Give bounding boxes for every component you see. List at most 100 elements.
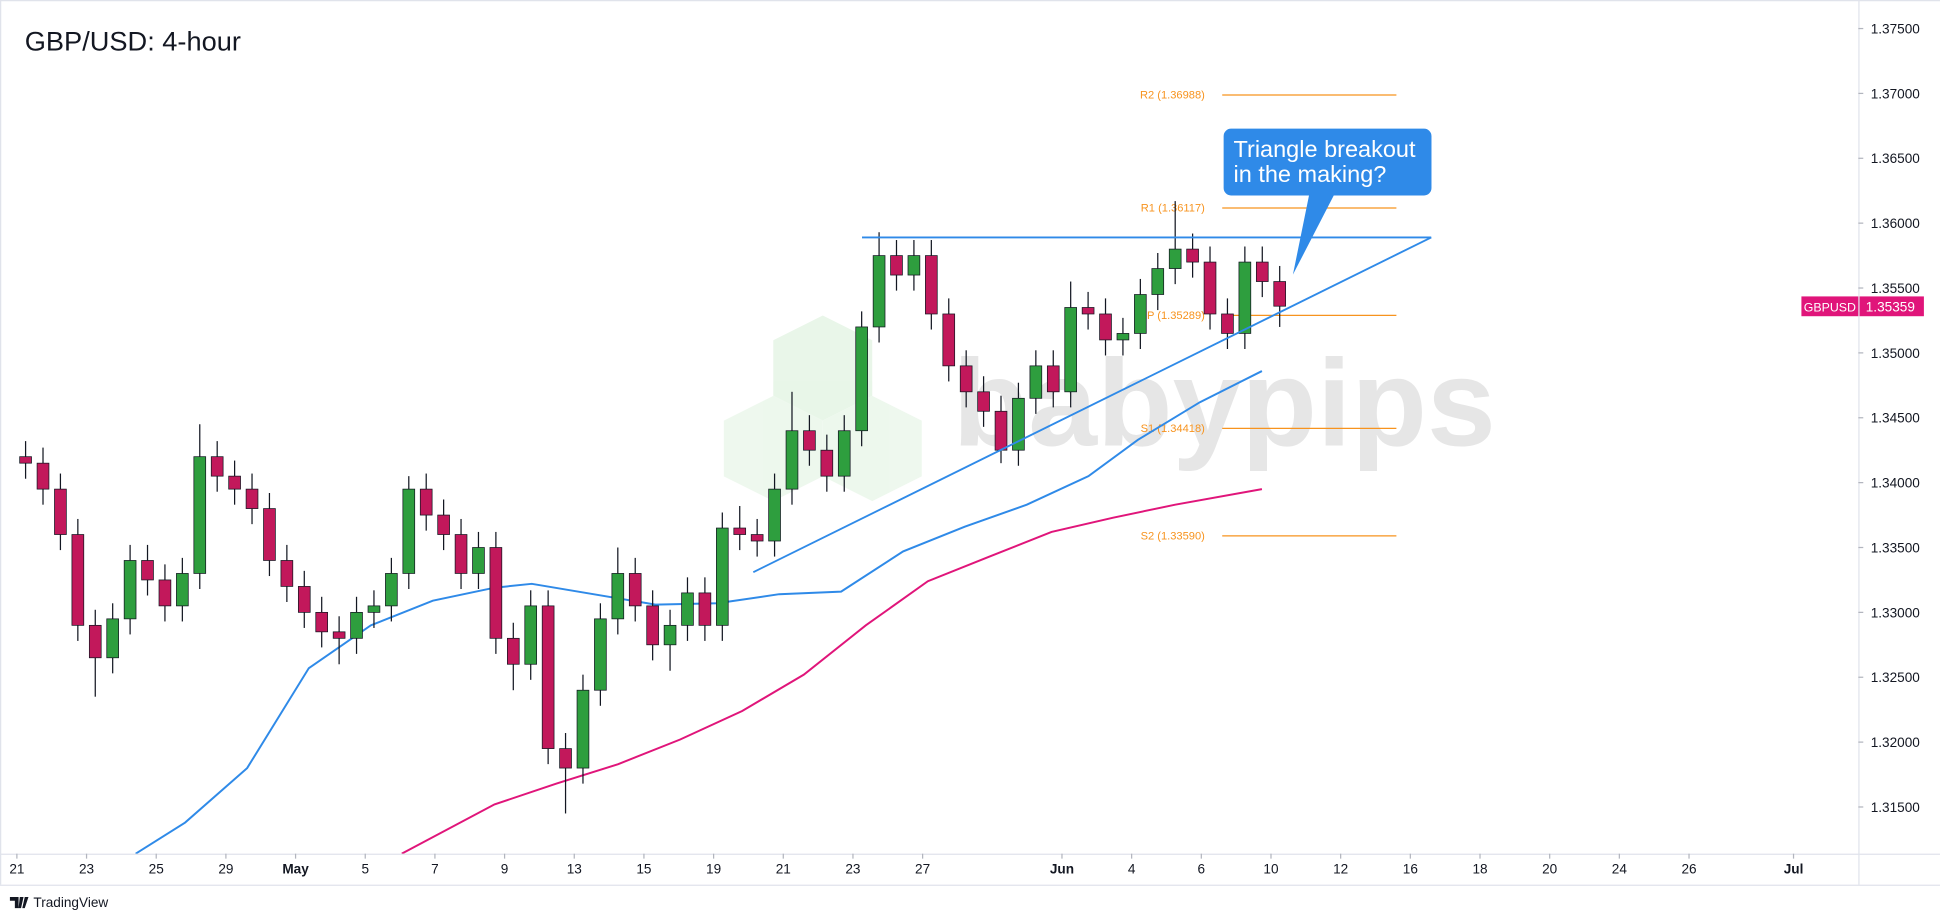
candle-body (1116, 333, 1130, 341)
candle-body (820, 449, 834, 477)
watermark-text: babypips (953, 334, 1496, 472)
y-tick-label: 1.37000 (1871, 86, 1921, 101)
candle-body (489, 547, 503, 639)
x-tick-label: 19 (706, 861, 721, 876)
candle-body (176, 573, 189, 607)
footer: TradingView (9, 895, 108, 910)
candle-body (123, 560, 137, 620)
x-tick-label: 24 (1612, 861, 1628, 876)
x-tick-label: 29 (218, 861, 233, 876)
y-tick-label: 1.32000 (1871, 735, 1921, 750)
candle-body (1064, 307, 1077, 393)
candle-body (158, 579, 172, 607)
candle-body (472, 547, 485, 574)
y-tick-label: 1.34000 (1871, 476, 1921, 491)
candle-body (855, 326, 868, 432)
callout: Triangle breakout in the making? (1223, 128, 1432, 275)
candle-body (594, 618, 607, 691)
y-tick-label: 1.33000 (1871, 605, 1921, 620)
callout-text: in the making? (1234, 161, 1387, 187)
candle-body (1186, 248, 1199, 263)
candle-body (1203, 261, 1217, 315)
y-tick-label: 1.33500 (1871, 540, 1921, 555)
pivot-label: S2 (1.33590) (1141, 531, 1206, 543)
candle-body (88, 624, 102, 659)
candle-body (785, 430, 799, 490)
candle-body (1134, 294, 1147, 334)
x-tick-label: 18 (1472, 861, 1487, 876)
x-tick-label: 21 (9, 861, 24, 876)
pivot-label: R2 (1.36988) (1140, 90, 1205, 102)
candle-body (1255, 261, 1269, 282)
candle-body (994, 410, 1008, 451)
price-tag-value: 1.35359 (1866, 299, 1915, 314)
chart-title: GBP/USD: 4-hour (25, 26, 241, 57)
candle-body (367, 605, 381, 613)
candle-body (890, 255, 903, 276)
x-tick-label: 6 (1198, 861, 1206, 876)
candle-body (36, 462, 50, 490)
candle-body (576, 689, 590, 769)
price-tag-symbol: GBPUSD (1804, 300, 1856, 314)
y-tick-label: 1.34500 (1871, 411, 1921, 426)
candle-body (19, 456, 32, 464)
pivot-label: S1 (1.34418) (1141, 423, 1206, 435)
y-tick-label: 1.36500 (1871, 151, 1921, 166)
y-tick-label: 1.35500 (1871, 281, 1921, 296)
candle-body (71, 534, 85, 626)
moving-average (401, 488, 1263, 855)
x-tick-label: 5 (361, 861, 369, 876)
pivot-label: R1 (1.36117) (1141, 203, 1205, 215)
x-tick-label: 12 (1333, 861, 1348, 876)
candle-body (315, 611, 328, 633)
candle-body (611, 573, 625, 620)
candle-body (263, 508, 276, 561)
candle-body (541, 605, 555, 749)
x-tick-label: 20 (1542, 861, 1558, 876)
x-tick-label: 15 (636, 861, 651, 876)
price-tag-box (1859, 296, 1924, 317)
candle-body (907, 255, 921, 276)
candle-body (698, 592, 712, 626)
candle-body (1046, 365, 1060, 393)
y-tick-label: 1.35000 (1871, 346, 1921, 361)
pivot-label: P (1.35289) (1147, 310, 1205, 322)
x-tick-label: 10 (1263, 861, 1279, 876)
candle-body (228, 475, 241, 490)
candle-body (297, 586, 311, 613)
candle-body (977, 391, 990, 412)
candle-body (454, 534, 468, 574)
x-tick-label: 26 (1681, 861, 1696, 876)
candle-body (1081, 307, 1095, 315)
candle-body (837, 430, 851, 477)
x-tick-label: May (282, 861, 309, 876)
candle-body (419, 488, 433, 516)
y-tick-label: 1.36000 (1871, 216, 1921, 231)
x-tick-label: 16 (1403, 861, 1418, 876)
candle-body (1168, 248, 1182, 269)
candle-body (646, 605, 659, 646)
candle-body (385, 573, 398, 607)
candle-body (1099, 313, 1112, 341)
candle-body (350, 611, 363, 639)
callout-box (1223, 128, 1432, 275)
candle-body (750, 534, 764, 542)
x-tick-label: 21 (776, 861, 791, 876)
candle-body (925, 255, 938, 315)
candle-body (663, 624, 677, 646)
candle-body (245, 488, 259, 509)
candle-body (280, 560, 294, 587)
candle-body (402, 488, 416, 574)
candle-body (942, 313, 956, 367)
footer-text: TradingView (33, 895, 108, 910)
x-tick-label: 9 (501, 861, 509, 876)
candle-body (628, 573, 642, 607)
x-tick-label: Jul (1784, 861, 1804, 876)
x-tick-label: 4 (1128, 861, 1136, 876)
candle-body (141, 560, 154, 581)
candle-body (332, 631, 346, 639)
y-tick-label: 1.37500 (1871, 21, 1921, 36)
